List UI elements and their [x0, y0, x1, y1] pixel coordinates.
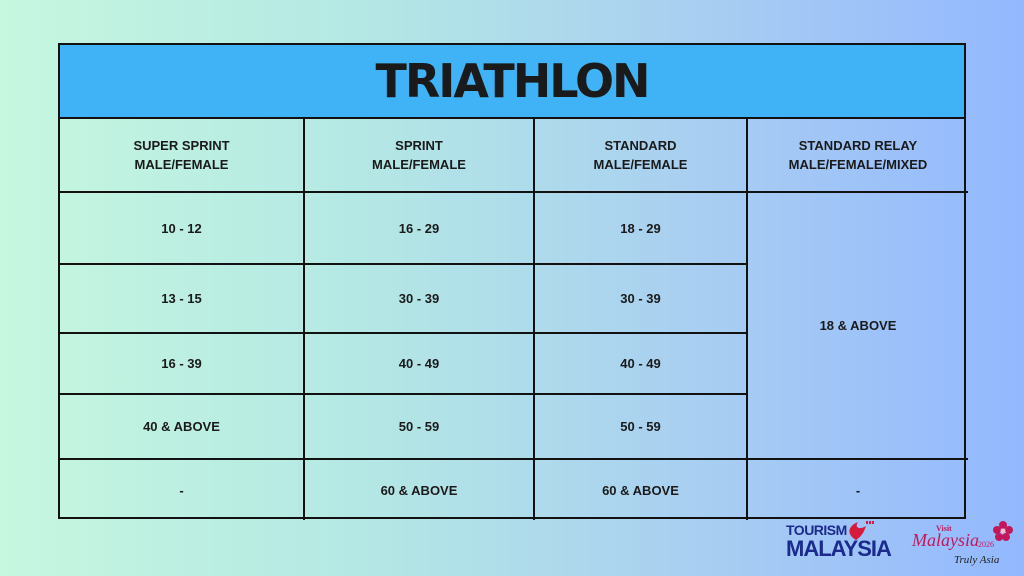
visit-malaysia-2026-logo: Visit Malaysia 2026 Truly Asia: [912, 520, 1016, 572]
table-cell: -: [60, 458, 305, 520]
relay-merged-cell: 18 & ABOVE: [746, 191, 968, 460]
table-cell: 40 & ABOVE: [60, 393, 305, 460]
table-cell: 16 - 29: [303, 191, 535, 265]
table-cell: 50 - 59: [533, 393, 748, 460]
table-cell: 30 - 39: [533, 263, 748, 334]
header-sprint: SPRINT MALE/FEMALE: [303, 119, 535, 193]
hibiscus-icon: [993, 521, 1013, 541]
age-category-table: TRIATHLON SUPER SPRINT MALE/FEMALE SPRINT…: [58, 43, 968, 520]
table-row: 16 - 39 40 - 49 40 - 49: [60, 332, 968, 395]
category-grid: SUPER SPRINT MALE/FEMALE SPRINT MALE/FEMAL…: [60, 119, 968, 520]
table-cell: 10 - 12: [60, 191, 305, 265]
header-standard-relay: STANDARD RELAY MALE/FEMALE/MIXED: [746, 119, 968, 193]
table-cell: 40 - 49: [533, 332, 748, 395]
table-row: - 60 & ABOVE 60 & ABOVE -: [60, 458, 968, 520]
table-cell: 60 & ABOVE: [303, 458, 535, 520]
table-cell: 13 - 15: [60, 263, 305, 334]
table-cell: -: [746, 458, 968, 520]
table-cell: 30 - 39: [303, 263, 535, 334]
table-cell: 40 - 49: [303, 332, 535, 395]
header-standard: STANDARD MALE/FEMALE: [533, 119, 748, 193]
table-cell: 16 - 39: [60, 332, 305, 395]
table-cell: 18 - 29: [533, 191, 748, 265]
table-row: 10 - 12 16 - 29 18 - 29 18 & ABOVE: [60, 191, 968, 460]
table-cell: 60 & ABOVE: [533, 458, 748, 520]
title-bar: TRIATHLON: [60, 45, 964, 119]
table-row: 13 - 15 30 - 39 30 - 39: [60, 263, 968, 334]
sponsor-logos: TOURISM MALAYSIA Visit Malaysia 2026 Tru…: [786, 520, 1016, 572]
header-row: SUPER SPRINT MALE/FEMALE SPRINT MALE/FEMAL…: [60, 119, 968, 193]
flame-icon: [849, 521, 874, 540]
tourism-malaysia-logo: TOURISM MALAYSIA: [786, 521, 892, 561]
header-super-sprint: SUPER SPRINT MALE/FEMALE: [60, 119, 305, 193]
table-cell: 50 - 59: [303, 393, 535, 460]
page-title: TRIATHLON: [375, 54, 650, 108]
table-row: 40 & ABOVE 50 - 59 50 - 59: [60, 393, 968, 460]
